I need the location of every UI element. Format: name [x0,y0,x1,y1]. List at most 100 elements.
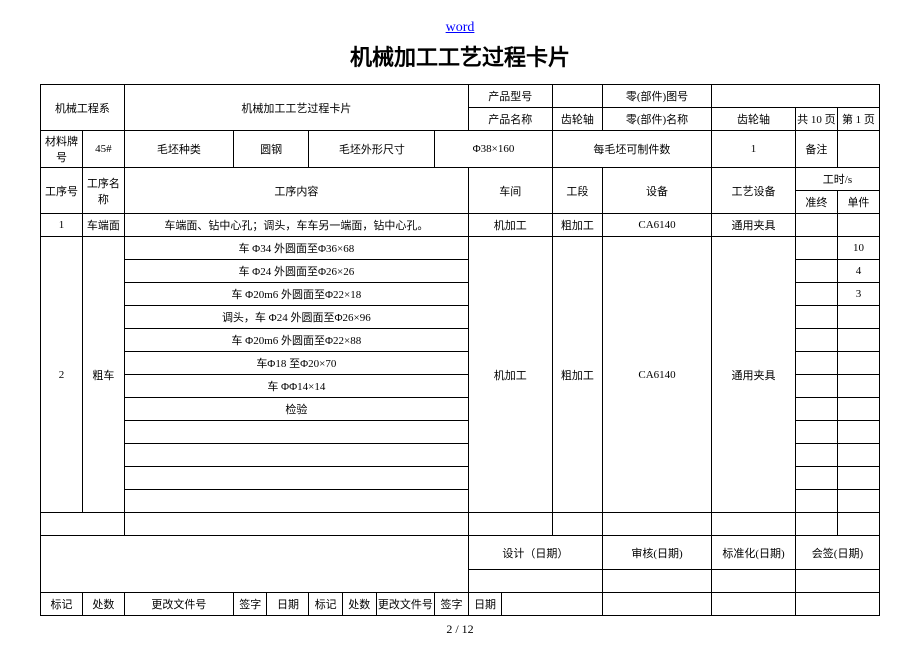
remark-label: 备注 [795,131,837,168]
r2-seq: 2 [41,237,83,513]
part-no-label: 零(部件)图号 [603,85,712,108]
r2-unit-3 [837,306,879,329]
r2-section: 粗加工 [552,237,602,513]
part-name-label: 零(部件)名称 [603,108,712,131]
col-name: 工序名称 [82,168,124,214]
blank-type: 圆钢 [233,131,308,168]
change-sign2: 签字 [435,593,469,616]
change-date2: 日期 [468,593,502,616]
col-time-prep: 准终 [795,191,837,214]
r2-step-6: 车 ΦΦ14×14 [124,375,468,398]
r2-unit-2: 3 [837,283,879,306]
word-link: word [40,20,880,36]
r2-step-2: 车 Φ20m6 外圆面至Φ22×18 [124,283,468,306]
change-mark: 标记 [41,593,83,616]
per-blank: 1 [712,131,796,168]
col-time-unit: 单件 [837,191,879,214]
card-name: 机械加工工艺过程卡片 [124,85,468,131]
product-model-label: 产品型号 [468,85,552,108]
r2-tooling: 通用夹具 [712,237,796,513]
sep-3 [468,513,552,536]
signoff-standard: 标准化(日期) [712,536,796,570]
sep-8 [837,513,879,536]
r2-unit-5 [837,352,879,375]
sep-6 [712,513,796,536]
r1-content: 车端面、钻中心孔；调头，车车另一端面，钻中心孔。 [124,214,468,237]
col-section: 工段 [552,168,602,214]
r2-equipment: CA6140 [603,237,712,513]
r2-step-8 [124,421,468,444]
per-blank-label: 每毛坯可制件数 [552,131,711,168]
signoff-cosign: 会签(日期) [795,536,879,570]
r1-seq: 1 [41,214,83,237]
r2-unit-0: 10 [837,237,879,260]
r2-unit-1: 4 [837,260,879,283]
r2-prep-9 [795,444,837,467]
r2-prep-8 [795,421,837,444]
r2-prep-11 [795,490,837,513]
sep-7 [795,513,837,536]
r2-unit-8 [837,421,879,444]
blank-size-label: 毛坯外形尺寸 [309,131,435,168]
r2-prep-4 [795,329,837,352]
page-current: 第 1 页 [837,108,879,131]
change-sign: 签字 [233,593,267,616]
signoff-cosign-val [795,570,879,593]
r2-unit-6 [837,375,879,398]
r2-name: 粗车 [82,237,124,513]
signoff-blank [41,536,469,593]
col-content: 工序内容 [124,168,468,214]
col-tooling: 工艺设备 [712,168,796,214]
r2-prep-6 [795,375,837,398]
sep-4 [552,513,602,536]
blank-size: Φ38×160 [435,131,552,168]
change-b4 [795,593,879,616]
r2-step-3: 调头，车 Φ24 外圆面至Φ26×96 [124,306,468,329]
change-file: 更改文件号 [124,593,233,616]
sep-2 [124,513,468,536]
r2-step-0: 车 Φ34 外圆面至Φ36×68 [124,237,468,260]
sep-5 [603,513,712,536]
r1-unit [837,214,879,237]
r2-step-1: 车 Φ24 外圆面至Φ26×26 [124,260,468,283]
process-card-table: 机械工程系 机械加工工艺过程卡片 产品型号 零(部件)图号 产品名称 齿轮轴 零… [40,84,880,616]
sep-1 [41,513,125,536]
r2-workshop: 机加工 [468,237,552,513]
r2-unit-11 [837,490,879,513]
r2-step-4: 车 Φ20m6 外圆面至Φ22×88 [124,329,468,352]
r2-unit-10 [837,467,879,490]
r2-prep-5 [795,352,837,375]
change-b2 [603,593,712,616]
col-equipment: 设备 [603,168,712,214]
page-total: 共 10 页 [795,108,837,131]
r2-prep-3 [795,306,837,329]
product-name-label: 产品名称 [468,108,552,131]
r2-unit-4 [837,329,879,352]
col-workshop: 车间 [468,168,552,214]
r2-unit-7 [837,398,879,421]
col-seq: 工序号 [41,168,83,214]
r2-prep-0 [795,237,837,260]
product-model [552,85,602,108]
page-title: 机械加工工艺过程卡片 [40,40,880,72]
material-code: 45# [82,131,124,168]
r1-name: 车端面 [82,214,124,237]
change-count: 处数 [82,593,124,616]
r1-prep [795,214,837,237]
r1-equipment: CA6140 [603,214,712,237]
signoff-check: 审核(日期) [603,536,712,570]
signoff-standard-val [712,570,796,593]
change-date: 日期 [267,593,309,616]
r2-prep-2 [795,283,837,306]
remark [837,131,879,168]
col-time: 工时/s [795,168,879,191]
r2-step-5: 车Φ18 至Φ20×70 [124,352,468,375]
signoff-check-val [603,570,712,593]
blank-type-label: 毛坯种类 [124,131,233,168]
r2-step-11 [124,490,468,513]
change-b3 [712,593,796,616]
r2-step-9 [124,444,468,467]
change-mark2: 标记 [309,593,343,616]
change-file2: 更改文件号 [376,593,435,616]
r2-prep-10 [795,467,837,490]
